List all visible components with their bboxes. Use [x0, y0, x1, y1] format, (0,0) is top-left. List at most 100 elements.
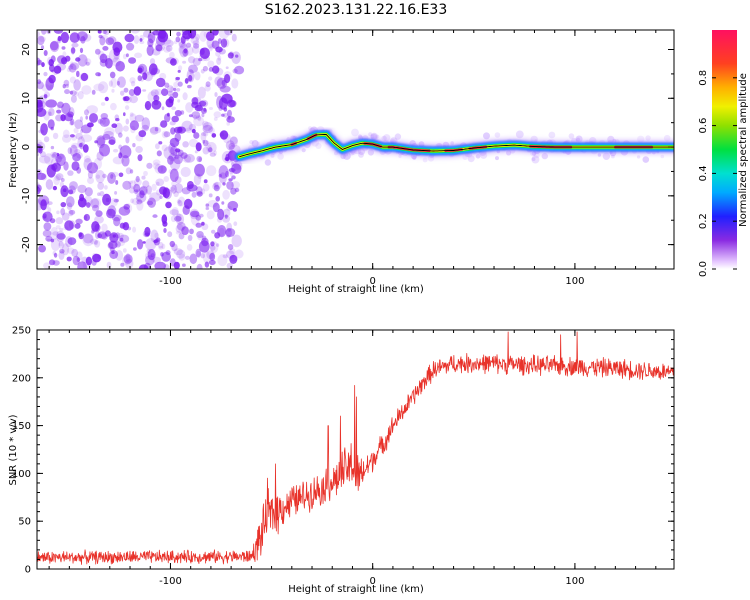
noise-speckle [185, 46, 194, 56]
ridge-halo-speck [531, 155, 540, 164]
noise-speckle [81, 85, 92, 95]
noise-speckle [184, 198, 193, 209]
ridge-halo-speck [515, 130, 524, 139]
noise-speckle [175, 230, 182, 235]
noise-speckle [49, 40, 60, 53]
noise-speckle [206, 250, 215, 260]
noise-speckle [229, 254, 238, 264]
noise-speckle [205, 140, 210, 145]
noise-speckle [211, 133, 217, 138]
noise-speckle [99, 191, 105, 197]
noise-speckle [224, 73, 231, 84]
noise-speckle [37, 59, 43, 66]
noise-speckle [184, 153, 195, 163]
noise-speckle [125, 167, 132, 175]
noise-speckle [215, 196, 220, 202]
noise-speckle [70, 118, 75, 126]
noise-speckle [99, 117, 110, 127]
noise-speckle [201, 235, 207, 241]
noise-speckle [102, 193, 112, 206]
noise-speckle [129, 120, 139, 131]
noise-speckle [44, 153, 54, 165]
noise-speckle [147, 38, 154, 48]
noise-speckle [171, 115, 179, 123]
noise-speckle [103, 30, 110, 35]
noise-speckle [141, 124, 149, 132]
noise-speckle [51, 153, 56, 159]
noise-speckle [218, 165, 229, 179]
noise-speckle [125, 118, 130, 125]
noise-speckle [79, 142, 83, 148]
noise-speckle [108, 80, 113, 87]
noise-speckle [141, 117, 150, 130]
noise-speckle [102, 30, 107, 35]
noise-speckle [47, 238, 51, 242]
noise-speckle [174, 110, 182, 117]
noise-speckle [218, 227, 225, 237]
noise-speckle [62, 188, 67, 192]
noise-speckle [53, 252, 58, 258]
noise-speckle [37, 184, 42, 192]
noise-speckle [170, 145, 178, 156]
noise-speckle [178, 253, 186, 261]
noise-speckle [180, 152, 188, 159]
noise-speckle [137, 154, 143, 162]
noise-speckle [68, 63, 77, 73]
noise-speckle [120, 262, 125, 267]
noise-speckle [186, 244, 193, 251]
noise-speckle [53, 65, 62, 74]
noise-speckle [133, 178, 142, 186]
noise-speckle [232, 68, 238, 74]
noise-speckle [144, 100, 152, 111]
noise-speckle [213, 116, 218, 121]
noise-speckle [139, 40, 145, 45]
noise-speckle [206, 165, 217, 177]
noise-speckle [40, 30, 48, 35]
noise-speckle [203, 251, 211, 264]
noise-speckle [216, 95, 224, 109]
ridge-halo-speck [531, 157, 536, 162]
noise-speckle [178, 45, 185, 54]
noise-speckle [53, 30, 64, 34]
noise-speckle [177, 69, 181, 73]
y-tick-label: 20 [21, 43, 32, 56]
noise-speckle [226, 116, 235, 123]
colorbar-tick-label: 0.6 [698, 118, 709, 134]
noise-speckle [188, 114, 193, 118]
ridge-halo-speck [383, 134, 391, 142]
noise-speckle [39, 94, 47, 104]
noise-speckle [94, 215, 104, 224]
noise-speckle [75, 218, 83, 225]
noise-speckle [89, 113, 98, 123]
noise-speckle [49, 41, 59, 51]
noise-speckle [82, 233, 94, 247]
noise-speckle [123, 254, 133, 264]
noise-speckle [228, 178, 233, 182]
noise-speckle [73, 79, 81, 91]
noise-speckle [74, 91, 79, 97]
noise-speckle [230, 171, 233, 177]
noise-speckle [68, 220, 76, 230]
noise-speckle [177, 81, 183, 87]
noise-speckle [153, 239, 159, 244]
noise-speckle [201, 221, 205, 226]
noise-speckle [155, 44, 163, 52]
ridge-halo-speck [548, 131, 556, 139]
noise-speckle [138, 264, 149, 269]
noise-speckle [119, 237, 124, 242]
noise-speckle [66, 256, 72, 262]
noise-speckle [60, 178, 65, 182]
noise-speckle [87, 176, 94, 185]
noise-speckle [107, 172, 116, 184]
noise-speckle [105, 37, 115, 46]
noise-speckle [48, 111, 52, 117]
noise-speckle [95, 72, 101, 77]
noise-speckle [156, 150, 162, 157]
noise-speckle [62, 51, 67, 58]
noise-speckle [169, 93, 174, 99]
noise-speckle [189, 228, 194, 235]
noise-speckle [56, 210, 60, 215]
noise-speckle [121, 155, 130, 167]
noise-speckle [117, 76, 126, 88]
noise-speckle [91, 230, 95, 234]
